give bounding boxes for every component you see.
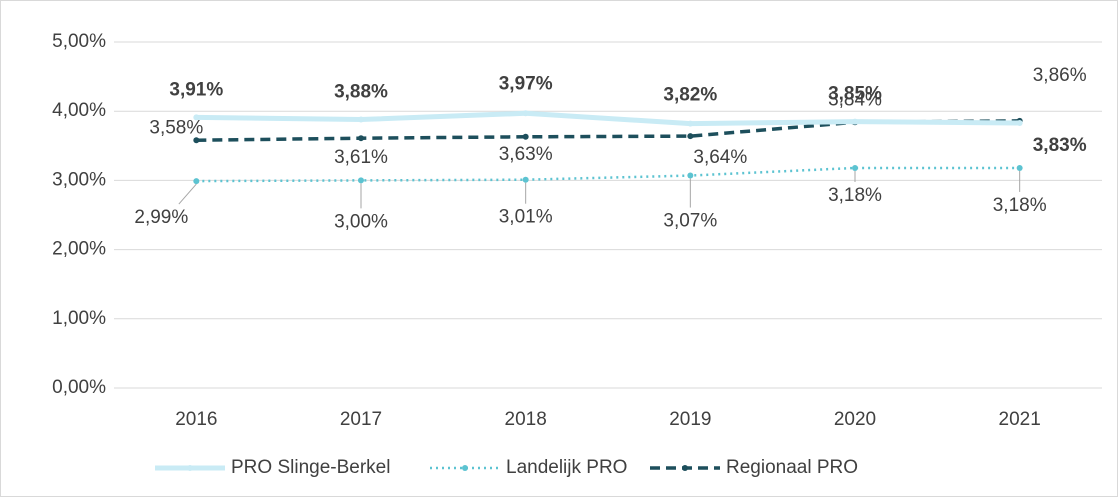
leader-line (178, 183, 197, 205)
data-label: 3,58% (149, 117, 203, 138)
data-label: 3,83% (1033, 135, 1087, 156)
y-tick-label: 3,00% (52, 169, 106, 190)
data-label: 3,00% (334, 211, 388, 232)
legend-marker (187, 465, 193, 471)
legend-label: Regionaal PRO (726, 457, 858, 478)
data-label: 3,85% (828, 84, 882, 105)
point (522, 110, 529, 117)
data-label: 3,86% (1033, 65, 1087, 86)
data-label: 3,82% (663, 85, 717, 106)
data-label: 3,91% (169, 79, 223, 100)
y-tick-label: 5,00% (52, 31, 106, 52)
point (1016, 164, 1023, 171)
y-tick-label: 0,00% (52, 377, 106, 398)
point (358, 116, 364, 123)
x-tick-label: 2020 (834, 409, 876, 430)
point (522, 176, 529, 183)
data-label: 3,18% (993, 195, 1047, 216)
data-label: 3,64% (693, 147, 747, 168)
point (522, 133, 529, 140)
legend-label: Landelijk PRO (506, 457, 627, 478)
data-label: 3,01% (499, 207, 553, 228)
data-label: 3,97% (499, 73, 553, 94)
y-tick-label: 2,00% (52, 239, 106, 260)
point (687, 120, 694, 127)
x-tick-label: 2019 (669, 409, 711, 430)
point (358, 177, 364, 184)
y-tick-label: 4,00% (52, 100, 106, 121)
legend-label: PRO Slinge-Berkel (231, 457, 390, 478)
data-label: 3,61% (334, 147, 388, 168)
legend-marker (462, 465, 468, 471)
data-label: 3,84% (828, 89, 882, 110)
point (193, 114, 200, 121)
x-tick-label: 2018 (505, 409, 547, 430)
point (193, 137, 200, 144)
data-label: 3,07% (663, 211, 717, 232)
data-label: 3,88% (334, 82, 388, 103)
point (687, 133, 694, 140)
x-tick-label: 2021 (999, 409, 1041, 430)
point (687, 172, 694, 179)
point (358, 135, 364, 142)
data-label: 3,63% (499, 144, 553, 165)
point (852, 118, 858, 125)
x-tick-label: 2017 (340, 409, 382, 430)
legend-marker (682, 465, 688, 471)
y-tick-label: 1,00% (52, 308, 106, 329)
data-label: 2,99% (134, 207, 188, 228)
data-label: 3,18% (828, 185, 882, 206)
point (1016, 119, 1023, 126)
series-line (196, 110, 1020, 127)
x-tick-label: 2016 (175, 409, 217, 430)
point (193, 178, 200, 185)
series-line (196, 119, 1020, 143)
point (852, 164, 858, 171)
